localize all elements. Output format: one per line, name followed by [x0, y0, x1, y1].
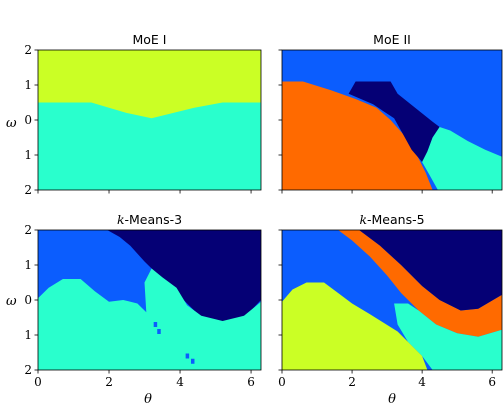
plot-area-2: [282, 50, 502, 190]
y-tick-label: 2: [24, 363, 32, 377]
panel-title-1: MoE I: [133, 32, 167, 47]
region-navy-1: [107, 230, 261, 323]
y-tick-label: 1: [24, 328, 32, 342]
y-tick-label: 1: [24, 258, 32, 272]
region-lime-4: [282, 282, 428, 370]
x-tick-label: 4: [418, 375, 426, 389]
region-aqua-3: [422, 127, 502, 190]
panel-4: k-Means-5 0 2 4 6: [278, 212, 503, 389]
panel-title-3: k-Means-3: [117, 212, 182, 227]
speck-blue-1: [185, 353, 190, 359]
speck-blue-3: [157, 329, 161, 334]
y-tick-label: 2: [24, 223, 32, 237]
y-tick-label: 1: [24, 78, 32, 92]
region-aqua-3: [394, 303, 502, 370]
panel-2: MoE II: [278, 32, 503, 194]
x-axis-label-left: θ: [144, 392, 152, 406]
panel-1: MoE I 2 1 0 1 2: [24, 32, 262, 197]
x-tick-label: 2: [348, 375, 356, 389]
speck-blue-4: [153, 322, 158, 327]
region-orange-1: [338, 230, 502, 337]
y-tick-label: 2: [24, 183, 32, 197]
plot-area-4: [282, 230, 502, 370]
region-navy-2: [348, 81, 440, 162]
x-tick-label: 2: [105, 375, 113, 389]
panel-title-4: k-Means-5: [359, 212, 424, 227]
region-orange-1: [282, 81, 433, 190]
region-navy-2: [359, 230, 502, 311]
y-tick-label: 1: [24, 148, 32, 162]
plot-area-3: [38, 230, 261, 370]
x-axis-label-right: θ: [388, 392, 396, 406]
y-tick-label: 2: [24, 43, 32, 57]
y-tick-label: 0: [24, 113, 32, 127]
plot-area-1: [38, 50, 261, 190]
x-tick-label: 0: [34, 375, 42, 389]
x-tick-label: 6: [488, 375, 496, 389]
region-aqua-2: [38, 268, 261, 370]
y-axis-label-bottom: ω: [6, 294, 17, 309]
x-tick-label: 0: [278, 375, 286, 389]
panel-title-2: MoE II: [373, 32, 411, 47]
y-tick-label: 0: [24, 293, 32, 307]
x-tick-label: 6: [247, 375, 255, 389]
region-lime-1: [38, 50, 261, 119]
y-axis-label-top: ω: [6, 116, 17, 131]
x-tick-label: 4: [176, 375, 184, 389]
speck-blue-2: [190, 358, 195, 364]
